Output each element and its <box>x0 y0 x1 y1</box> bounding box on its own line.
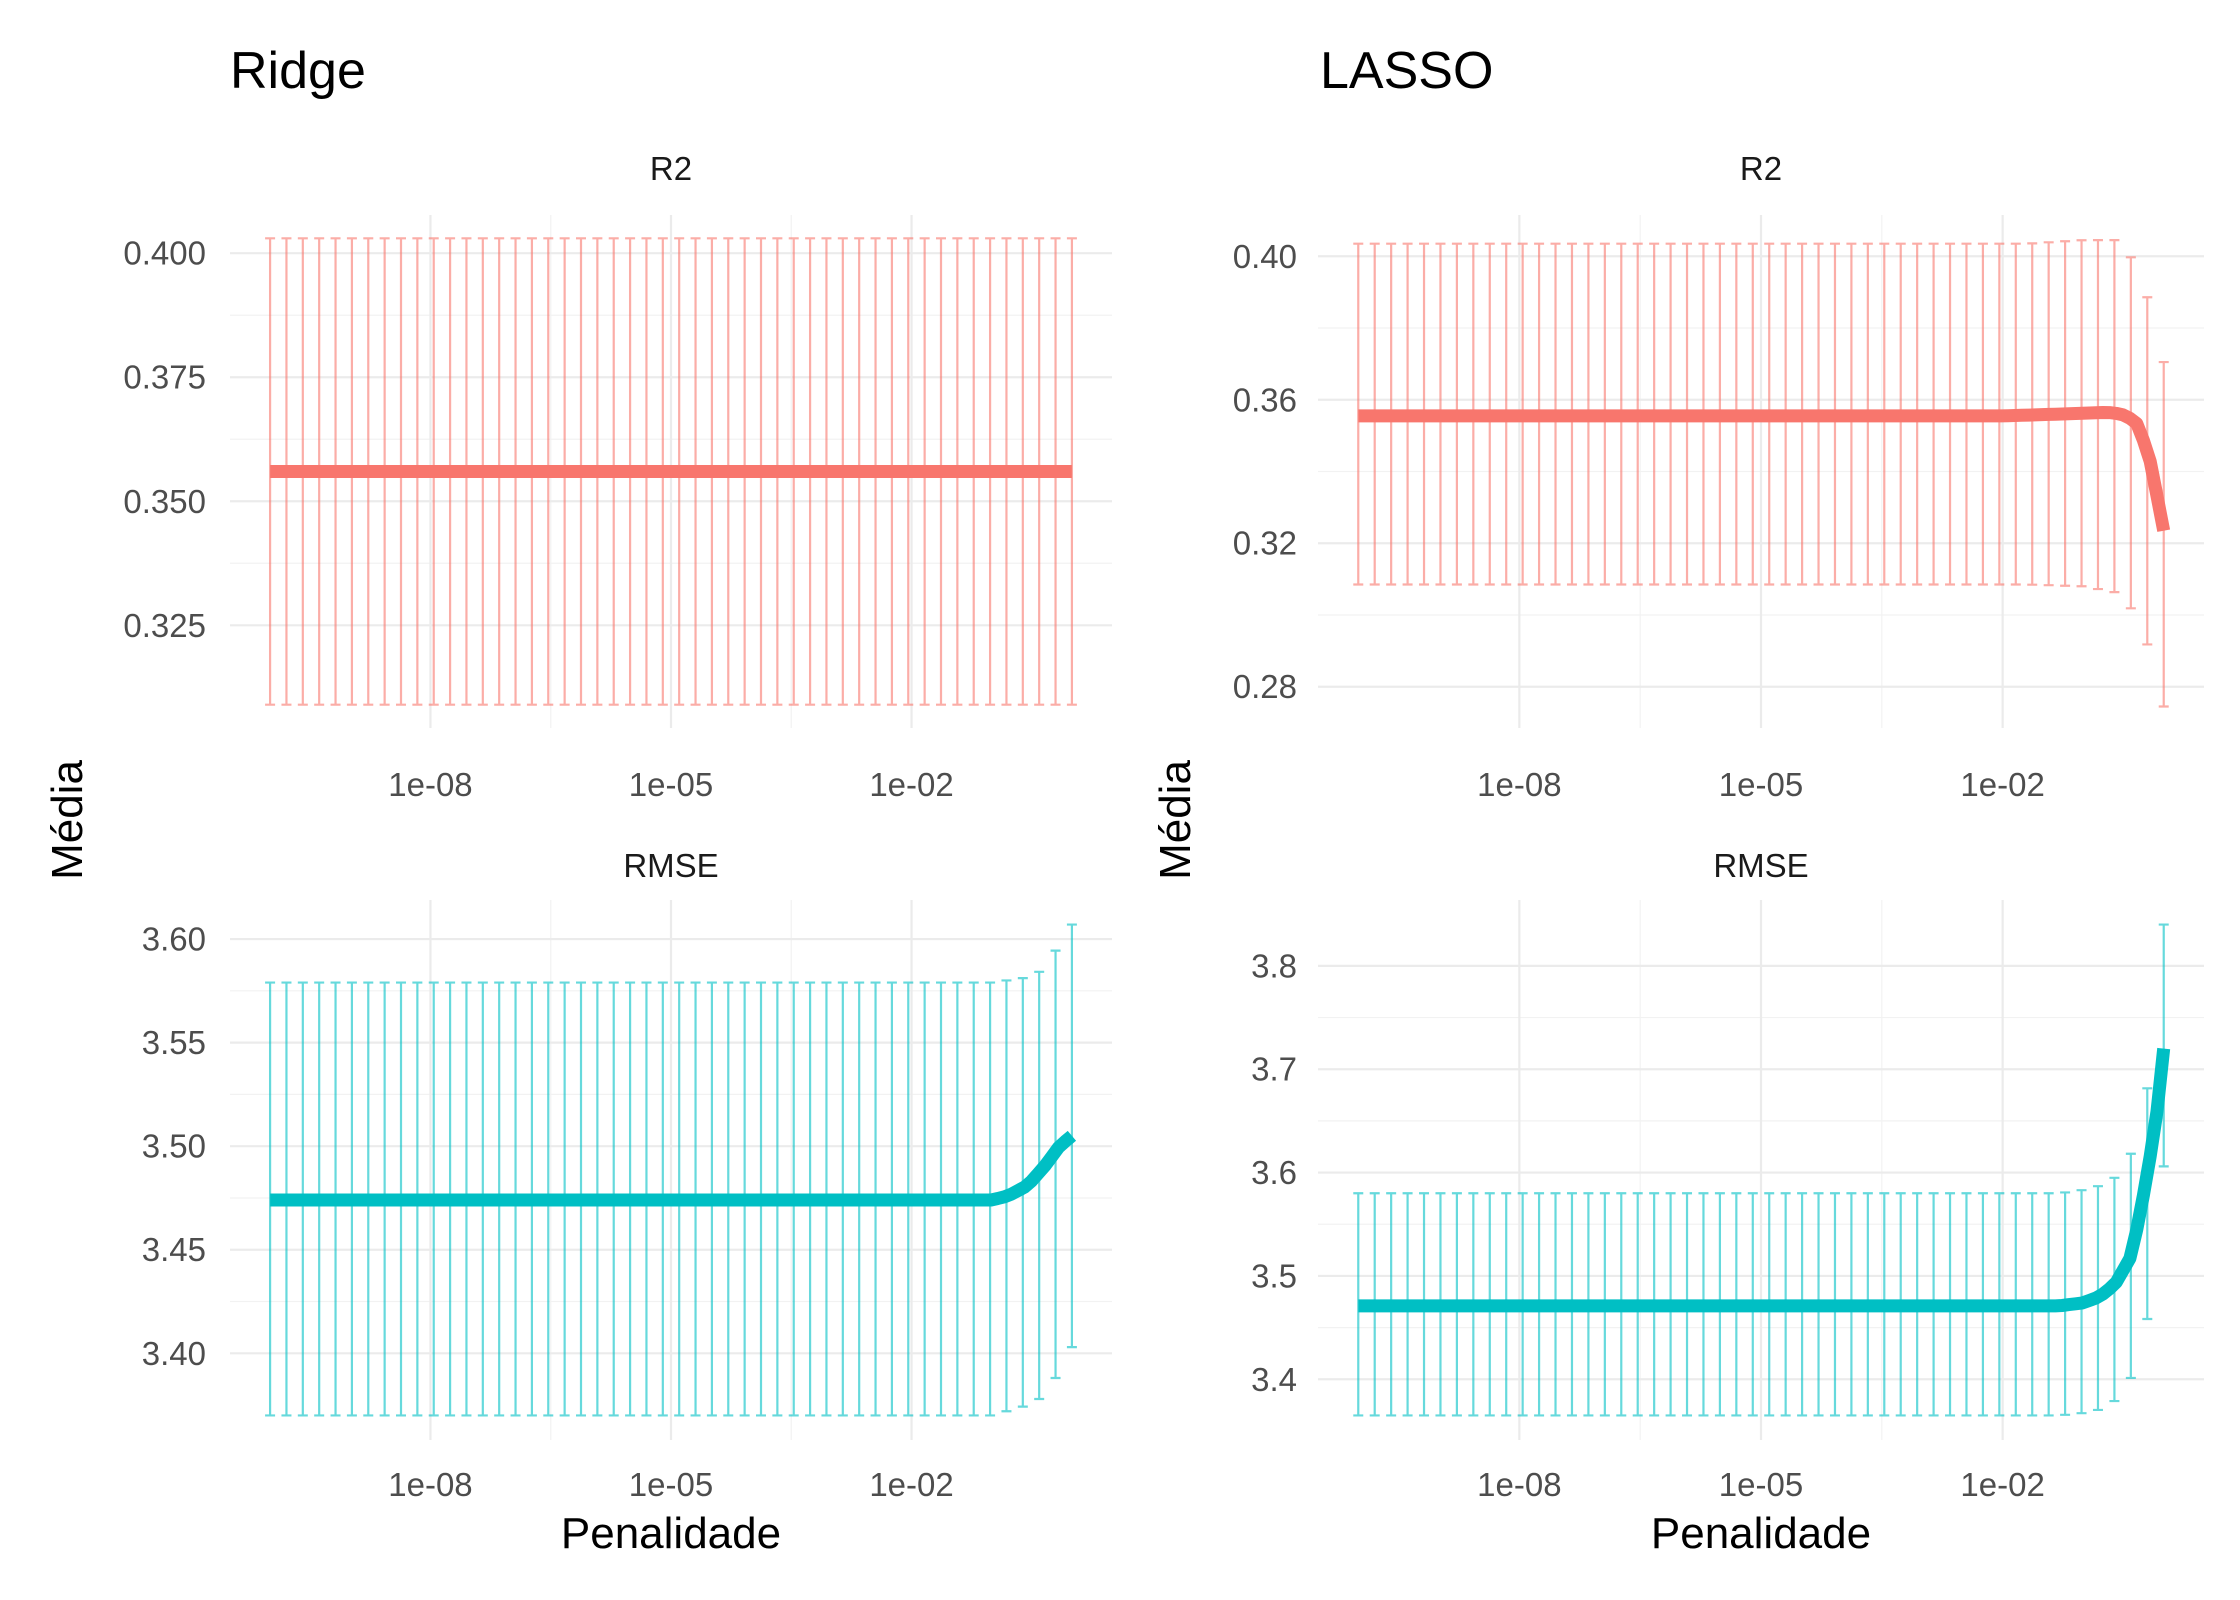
ridge-r2-x-tick-label: 1e-05 <box>629 766 713 803</box>
ridge-rmse-error-bar <box>1050 949 1061 1380</box>
ridge-y-axis-title: Média <box>43 760 92 880</box>
ridge-rmse-y-tick-label: 3.55 <box>142 1024 206 1061</box>
lasso-rmse-y-tick-label: 3.6 <box>1251 1154 1297 1191</box>
ridge-r2-x-tick-label: 1e-02 <box>869 766 953 803</box>
ridge-rmse-strip-label: RMSE <box>623 847 718 884</box>
ridge-rmse-y-tick-label: 3.60 <box>142 921 206 958</box>
ridge-r2-y-tick-label: 0.400 <box>123 235 206 272</box>
lasso-rmse-y-tick-label: 3.8 <box>1251 947 1297 984</box>
lasso-r2-mean-line <box>1358 406 2171 532</box>
ridge-r2-y-tick-label: 0.325 <box>123 607 206 644</box>
lasso-rmse-x-tick-label: 1e-05 <box>1719 1466 1803 1503</box>
ridge-title: Ridge <box>230 42 366 100</box>
lasso-r2-strip-label: R2 <box>1740 150 1782 187</box>
ridge-r2-strip-label: R2 <box>650 150 692 187</box>
lasso-rmse-mean-line <box>1358 1047 2171 1313</box>
lasso-r2-error-bar <box>2158 360 2169 708</box>
ridge-rmse-y-tick-label: 3.50 <box>142 1128 206 1165</box>
lasso-x-axis-title: Penalidade <box>1651 1509 1871 1558</box>
lasso-rmse-gridlines <box>1318 900 2204 1440</box>
ridge-r2-error-bar <box>265 237 276 706</box>
lasso-r2-y-tick-label: 0.36 <box>1233 381 1297 418</box>
lasso-r2-error-bars <box>1353 239 2169 708</box>
ridge-rmse-y-tick-label: 3.40 <box>142 1335 206 1372</box>
lasso-r2-error-bar <box>1353 242 1364 586</box>
ridge-r2-error-bar <box>1066 237 1077 706</box>
ridge-r2-y-tick-label: 0.350 <box>123 483 206 520</box>
ridge-rmse-gridlines <box>230 900 1112 1440</box>
lasso-rmse-panel: RMSE 1e-08 1e-05 1e-02 3.4 3.5 3.6 3.7 3.8 <box>1251 847 2204 1503</box>
ridge-rmse-mean-line <box>270 1130 1077 1207</box>
ridge-rmse-panel: RMSE 1e-08 1e-05 1e-02 3.40 3.45 3.50 3.55 3.60 <box>142 847 1112 1503</box>
lasso-title: LASSO <box>1320 42 1493 100</box>
lasso-rmse-y-tick-label: 3.7 <box>1251 1051 1297 1088</box>
lasso-r2-x-tick-label: 1e-05 <box>1719 766 1803 803</box>
lasso-rmse-error-bars <box>1353 923 2169 1417</box>
lasso-r2-y-tick-label: 0.28 <box>1233 668 1297 705</box>
ridge-x-axis-title: Penalidade <box>561 1509 781 1558</box>
lasso-r2-panel: R2 1e-08 1e-05 1e-02 0.28 0.32 0.36 0.40 <box>1233 150 2204 803</box>
lasso-y-axis-title: Média <box>1151 760 1200 880</box>
ridge-rmse-x-tick-label: 1e-08 <box>388 1466 472 1503</box>
lasso-r2-y-tick-label: 0.40 <box>1233 238 1297 275</box>
lasso-r2-gridlines <box>1318 215 2204 728</box>
lasso-r2-error-bar <box>2125 256 2136 610</box>
lasso-rmse-y-tick-label: 3.4 <box>1251 1361 1297 1398</box>
ridge-r2-x-tick-label: 1e-08 <box>388 766 472 803</box>
ridge-rmse-x-tick-label: 1e-02 <box>869 1466 953 1503</box>
lasso-r2-x-tick-label: 1e-02 <box>1960 766 2044 803</box>
lasso-rmse-error-bar <box>1353 1192 1364 1417</box>
ridge-rmse-y-tick-label: 3.45 <box>142 1231 206 1268</box>
ridge-rmse-x-tick-label: 1e-05 <box>629 1466 713 1503</box>
lasso-rmse-x-tick-label: 1e-08 <box>1477 1466 1561 1503</box>
lasso-rmse-x-tick-label: 1e-02 <box>1960 1466 2044 1503</box>
ridge-rmse-error-bar <box>1034 970 1045 1401</box>
lasso-rmse-strip-label: RMSE <box>1713 847 1808 884</box>
ridge-rmse-error-bar <box>265 981 276 1417</box>
ridge-r2-panel: R2 1e-08 1e-05 1e-02 0.325 0.350 0.375 0.400 <box>123 150 1112 803</box>
lasso-r2-y-tick-label: 0.32 <box>1233 525 1297 562</box>
lasso-rmse-y-tick-label: 3.5 <box>1251 1257 1297 1294</box>
lasso-r2-x-tick-label: 1e-08 <box>1477 766 1561 803</box>
ridge-r2-y-tick-label: 0.375 <box>123 359 206 396</box>
lasso-rmse-error-bar <box>2158 923 2169 1168</box>
